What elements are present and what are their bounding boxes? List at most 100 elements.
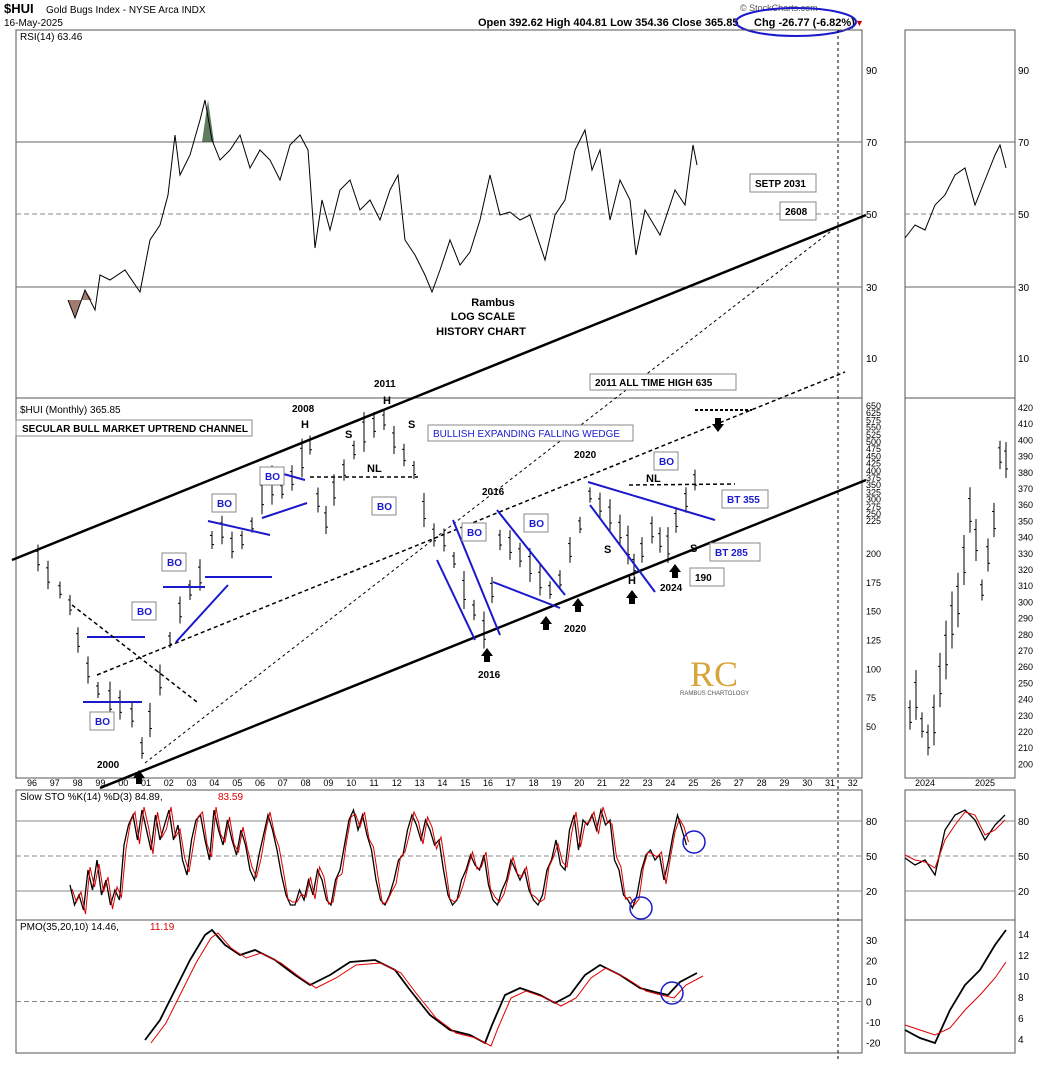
side-rsi-series-line (904, 143, 1007, 239)
x-tick-label: 04 (209, 778, 219, 788)
x-tick-label: 07 (278, 778, 288, 788)
chart-date: 16-May-2025 (4, 18, 63, 29)
x-tick-label: 05 (232, 778, 242, 788)
side-price-tick-label: 220 (1018, 727, 1033, 737)
neckline-2024 (628, 483, 736, 486)
ath-label-box (589, 373, 737, 391)
side-price-tick-label: 230 (1018, 711, 1033, 721)
up-arrow-icon (540, 616, 552, 630)
side-price-tick-label: 370 (1018, 484, 1033, 494)
side-rsi-tick-label: 70 (1018, 138, 1030, 149)
price-tick-label: 75 (866, 693, 876, 703)
side-x-tick-label: 2024 (915, 778, 935, 788)
bo-label: BO (137, 607, 152, 618)
up-arrow-icon (572, 598, 584, 612)
pmo-tick-label: 30 (866, 936, 878, 947)
x-tick-label: 11 (369, 778, 378, 788)
setp-label: SETP 2031 (755, 179, 806, 190)
side-price-tick-label: 380 (1018, 468, 1033, 478)
change-readout: Chg -26.77 (-6.82%) (754, 17, 855, 29)
rsi-tick-label: 90 (866, 66, 878, 77)
symbol: $HUI (4, 1, 34, 16)
side-price-tick-label: 310 (1018, 581, 1033, 591)
setp-box (749, 173, 817, 193)
channel-label-box (15, 419, 253, 437)
x-tick-label: 96 (27, 778, 37, 788)
year-note: 2008 (292, 404, 315, 415)
bo-label: BO (529, 519, 544, 530)
bo-label: BO (265, 472, 280, 483)
channel-lower-line (99, 478, 867, 790)
shoulder-note: S (345, 429, 352, 441)
side-price-tick-label: 410 (1018, 419, 1033, 429)
sto-k-line (69, 807, 688, 911)
x-tick-label: 06 (255, 778, 265, 788)
side-price-bars (908, 440, 1008, 756)
wedge-label-box (427, 424, 634, 442)
bo-label: BO (167, 558, 182, 569)
rsi-ticks: 90 70 50 30 10 (866, 66, 878, 365)
up-arrow-icon (626, 590, 638, 604)
ath-label: 2011 ALL TIME HIGH 635 (595, 378, 713, 389)
side-pmo-tick-label: 10 (1018, 972, 1030, 983)
price-bars (36, 409, 697, 759)
logo-r: RC (690, 654, 738, 694)
year-note: 2011 (374, 379, 396, 390)
x-tick-label: 02 (164, 778, 174, 788)
bo-boxes: BO BO BO BO BO BO BO BO BO (89, 451, 679, 731)
pattern-lines (83, 467, 716, 703)
side-price-tick-label: 390 (1018, 452, 1033, 462)
change-highlight-circle (735, 7, 857, 37)
price-tick-label: 300 (866, 495, 881, 505)
side-pmo-signal-line (904, 961, 1007, 1036)
year-note: 2020 (564, 624, 587, 635)
sto-d-line (71, 806, 689, 915)
up-arrow-icon (133, 770, 145, 784)
pmo-tick-label: -20 (866, 1039, 881, 1050)
price-tick-label: 650 (866, 401, 881, 411)
side-price-tick-label: 340 (1018, 533, 1033, 543)
side-pmo-tick-label: 8 (1018, 993, 1024, 1004)
channel-label: SECULAR BULL MARKET UPTREND CHANNEL (22, 424, 248, 435)
year-note: 2020 (574, 450, 597, 461)
x-tick-label: 31 (825, 778, 835, 788)
bo-label: BO (467, 528, 482, 539)
price-ticks: 6506255755505255004754504254003753503253… (866, 401, 881, 732)
x-tick-label: 16 (483, 778, 493, 788)
x-tick-label: 19 (551, 778, 561, 788)
logo-text: RAMBUS CHARTOLOGY (680, 691, 749, 697)
neckline-note: NL (367, 463, 382, 475)
x-tick-label: 29 (779, 778, 789, 788)
sto-grid: 80 80 50 50 20 20 (16, 817, 1030, 898)
bo-label-box (653, 451, 679, 471)
wedge-label: BULLISH EXPANDING FALLING WEDGE (433, 429, 620, 440)
x-tick-label: 12 (392, 778, 402, 788)
side-price-ticks: 420 410 400 390 380 370 360 350 340 330 320 310 300 2… (1018, 403, 1033, 769)
note-rambus: Rambus (471, 297, 514, 309)
sto-label: Slow STO %K(14) %D(3) 84.89, (20, 792, 163, 803)
price-tick-label: 250 (866, 509, 881, 519)
side-price-tick-label: 280 (1018, 630, 1033, 640)
x-tick-label: 97 (50, 778, 60, 788)
target-label: 2608 (785, 207, 808, 218)
side-pmo-frame (904, 919, 1016, 1054)
side-pmo-tick-label: 14 (1018, 930, 1030, 941)
bt-label: BT 285 (715, 548, 748, 559)
pmo-tick-label: -10 (866, 1018, 881, 1029)
price-tick-label: 125 (866, 636, 881, 646)
x-tick-label: 98 (73, 778, 83, 788)
price-tick-label: 225 (866, 516, 881, 526)
ohlc-readout: Open 392.62 High 404.81 Low 354.36 Close… (478, 17, 738, 29)
pmo-tick-label: 10 (866, 977, 878, 988)
bt-label: BT 355 (727, 495, 760, 506)
rsi-tick-label: 10 (866, 354, 878, 365)
note-history: HISTORY CHART (436, 326, 526, 338)
head-note: H (628, 575, 636, 587)
side-x-axis: 2024 2025 (915, 778, 995, 788)
year-note: 2016 (482, 487, 505, 498)
side-price-tick-label: 240 (1018, 695, 1033, 705)
side-price-tick-label: 330 (1018, 549, 1033, 559)
bo-label: BO (217, 499, 232, 510)
pmo-label: PMO(35,20,10) 14.46, (20, 922, 119, 933)
side-price-tick-label: 350 (1018, 516, 1033, 526)
